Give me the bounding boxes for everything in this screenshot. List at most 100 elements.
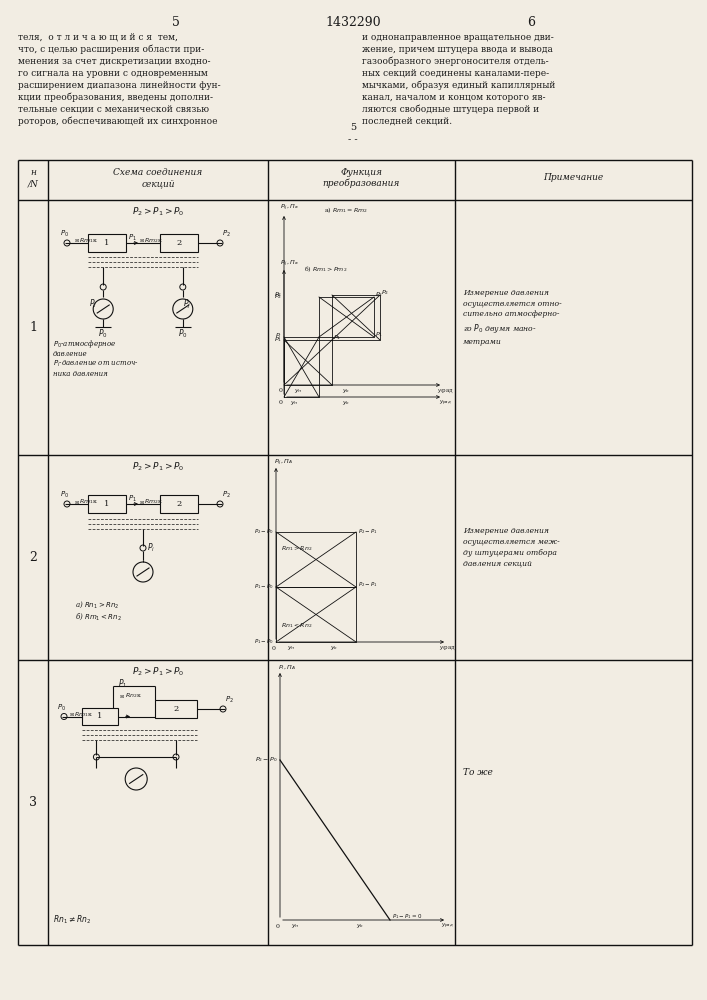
Text: $P_2$: $P_2$: [225, 695, 234, 705]
Text: 1: 1: [98, 712, 103, 720]
Text: тельные секции с механической связью: тельные секции с механической связью: [18, 104, 209, 113]
Bar: [160, 234, 198, 252]
Text: $у_i$рад: $у_i$рад: [437, 387, 453, 395]
Text: $P_2>P_1>P_0$: $P_2>P_1>P_0$: [132, 666, 185, 678]
Text: газообразного энергоносителя отдель-: газообразного энергоносителя отдель-: [362, 56, 549, 66]
Text: ных секций соединены каналами-пере-: ных секций соединены каналами-пере-: [362, 68, 549, 78]
Text: а) $Rm_1 = Rm_2$: а) $Rm_1 = Rm_2$: [324, 205, 368, 215]
Text: $Rn_1 < Rn_2$: $Rn_1 < Rn_2$: [281, 621, 312, 630]
Text: ляются свободные штуцера первой и: ляются свободные штуцера первой и: [362, 104, 539, 114]
Text: $у_i$рад: $у_i$рад: [438, 644, 455, 652]
Text: $P_1-P_1=0$: $P_1-P_1=0$: [392, 913, 423, 921]
Text: $P_1$: $P_1$: [118, 678, 128, 690]
Text: $P_2-P_1$: $P_2-P_1$: [358, 528, 378, 536]
Text: $P_i$: $P_i$: [89, 298, 98, 310]
Text: $P_2$: $P_2$: [274, 293, 282, 301]
Text: жение, причем штуцера ввода и вывода: жение, причем штуцера ввода и вывода: [362, 44, 553, 53]
Text: $у_к$: $у_к$: [342, 399, 351, 407]
Text: 6: 6: [527, 15, 535, 28]
Text: $P_2-P_0$: $P_2-P_0$: [255, 756, 278, 764]
Text: что, с целью расширения области при-: что, с целью расширения области при-: [18, 44, 204, 54]
Text: $у_н$: $у_н$: [294, 387, 303, 395]
Text: $P_2-P_0$: $P_2-P_0$: [254, 528, 274, 536]
Text: Измерение давления
осуществляется отно-
сительно атмосферно-
го $P_0$ двумя мано: Измерение давления осуществляется отно- …: [463, 289, 562, 346]
Bar: [88, 495, 126, 513]
Text: $P_0$: $P_0$: [98, 328, 108, 340]
Text: $P_1-P_0$: $P_1-P_0$: [254, 638, 274, 646]
Text: $у_к$: $у_к$: [329, 644, 338, 652]
Text: $P_1$: $P_1$: [274, 336, 282, 344]
Text: $P_i, П_А$: $P_i, П_А$: [278, 664, 296, 672]
Text: $у_н$: $у_н$: [287, 644, 296, 652]
Text: кции преобразования, введены дополни-: кции преобразования, введены дополни-: [18, 92, 213, 102]
Text: $Rn_2$к: $Rn_2$к: [125, 692, 142, 700]
Text: $P_1$: $P_1$: [375, 331, 383, 339]
Text: н: н: [120, 694, 124, 698]
Text: Измерение давления
осуществляется меж-
ду штуцерами отбора
давления секций: Измерение давления осуществляется меж- д…: [463, 527, 560, 568]
Text: $у_{рад}$: $у_{рад}$: [440, 921, 453, 931]
Text: 1: 1: [29, 321, 37, 334]
Text: последней секций.: последней секций.: [362, 116, 452, 125]
Text: $P_j$: $P_j$: [275, 332, 282, 342]
Text: $P_2>P_1>P_0$: $P_2>P_1>P_0$: [132, 206, 185, 218]
Text: $P_2$: $P_2$: [381, 289, 389, 297]
Text: $Rm_2$к: $Rm_2$к: [144, 498, 163, 506]
Text: н: н: [140, 238, 144, 243]
Text: расширением диапазона линейности фун-: расширением диапазона линейности фун-: [18, 81, 221, 90]
Bar: [82, 708, 118, 725]
Text: $P_0$: $P_0$: [57, 702, 66, 713]
Text: н: н: [75, 499, 79, 504]
Text: теля,  о т л и ч а ю щ и й с я  тем,: теля, о т л и ч а ю щ и й с я тем,: [18, 32, 178, 41]
Text: То же: То же: [463, 768, 493, 777]
Text: н: н: [75, 238, 79, 243]
Text: 1432290: 1432290: [325, 15, 381, 28]
Text: $P_{ij}, П_а$: $P_{ij}, П_а$: [280, 259, 298, 269]
Text: 2: 2: [29, 551, 37, 564]
Text: $P_0$-атмосферное: $P_0$-атмосферное: [53, 338, 117, 350]
Text: 3: 3: [29, 796, 37, 809]
Text: б) $Rm_1 > Pm_2$: б) $Rm_1 > Pm_2$: [304, 264, 347, 274]
Text: $у_{рад}$: $у_{рад}$: [438, 398, 451, 408]
Text: $Rm_1$к: $Rm_1$к: [74, 710, 93, 719]
Text: $P_1-P_0$: $P_1-P_0$: [254, 583, 274, 591]
Text: $P_2$: $P_2$: [222, 229, 231, 239]
Text: - -: - -: [348, 135, 358, 144]
Text: $у_н$: $у_н$: [291, 922, 299, 930]
Text: $P_2>P_1>P_0$: $P_2>P_1>P_0$: [132, 461, 185, 473]
Text: а) $Rn_1 > Rn_2$: а) $Rn_1 > Rn_2$: [75, 600, 119, 610]
Text: $P_0$: $P_0$: [61, 490, 69, 500]
Text: $P_2$: $P_2$: [274, 291, 282, 299]
Text: 2: 2: [176, 500, 182, 508]
Text: $P_j$: $P_j$: [183, 297, 191, 311]
Text: $Rn_1 > Rn_2$: $Rn_1 > Rn_2$: [281, 544, 312, 553]
Text: 2: 2: [173, 705, 179, 713]
Text: 5: 5: [350, 122, 356, 131]
Text: роторов, обеспечивающей их синхронное: роторов, обеспечивающей их синхронное: [18, 116, 218, 126]
Text: $P_{ij}, П_А$: $P_{ij}, П_А$: [274, 458, 293, 468]
Text: н
/N: н /N: [28, 168, 38, 188]
Text: $P_1$: $P_1$: [127, 233, 136, 243]
Text: $P_0$: $P_0$: [177, 328, 187, 340]
Text: н: н: [140, 499, 144, 504]
Text: мычками, образуя единый капиллярный: мычками, образуя единый капиллярный: [362, 80, 556, 90]
Text: 0: 0: [279, 388, 283, 393]
Text: н: н: [70, 712, 74, 717]
Text: 0: 0: [272, 646, 276, 650]
Bar: [88, 234, 126, 252]
Text: $у_к$: $у_к$: [356, 922, 364, 930]
Text: го сигнала на уровни с одновременным: го сигнала на уровни с одновременным: [18, 68, 208, 78]
Text: $P_0$: $P_0$: [61, 229, 69, 239]
Text: б) $Rm_1 < Rn_2$: б) $Rm_1 < Rn_2$: [75, 612, 122, 622]
Text: $Rm_2$к: $Rm_2$к: [144, 237, 163, 245]
Text: и однонаправленное вращательное дви-: и однонаправленное вращательное дви-: [362, 32, 554, 41]
Text: $P_2$: $P_2$: [375, 291, 383, 299]
Text: 5: 5: [172, 15, 180, 28]
Text: $P_i$-давление от источ-: $P_i$-давление от источ-: [53, 359, 139, 369]
Text: канал, началом и концом которого яв-: канал, началом и концом которого яв-: [362, 93, 546, 102]
Text: $P_1$: $P_1$: [127, 494, 136, 504]
Text: $Rn_1 \neq Rn_2$: $Rn_1 \neq Rn_2$: [53, 914, 91, 926]
Text: $Rm_1$к: $Rm_1$к: [79, 237, 98, 245]
Text: давление: давление: [53, 350, 88, 358]
Text: 0: 0: [276, 924, 280, 928]
Text: Примечание: Примечание: [544, 174, 604, 182]
